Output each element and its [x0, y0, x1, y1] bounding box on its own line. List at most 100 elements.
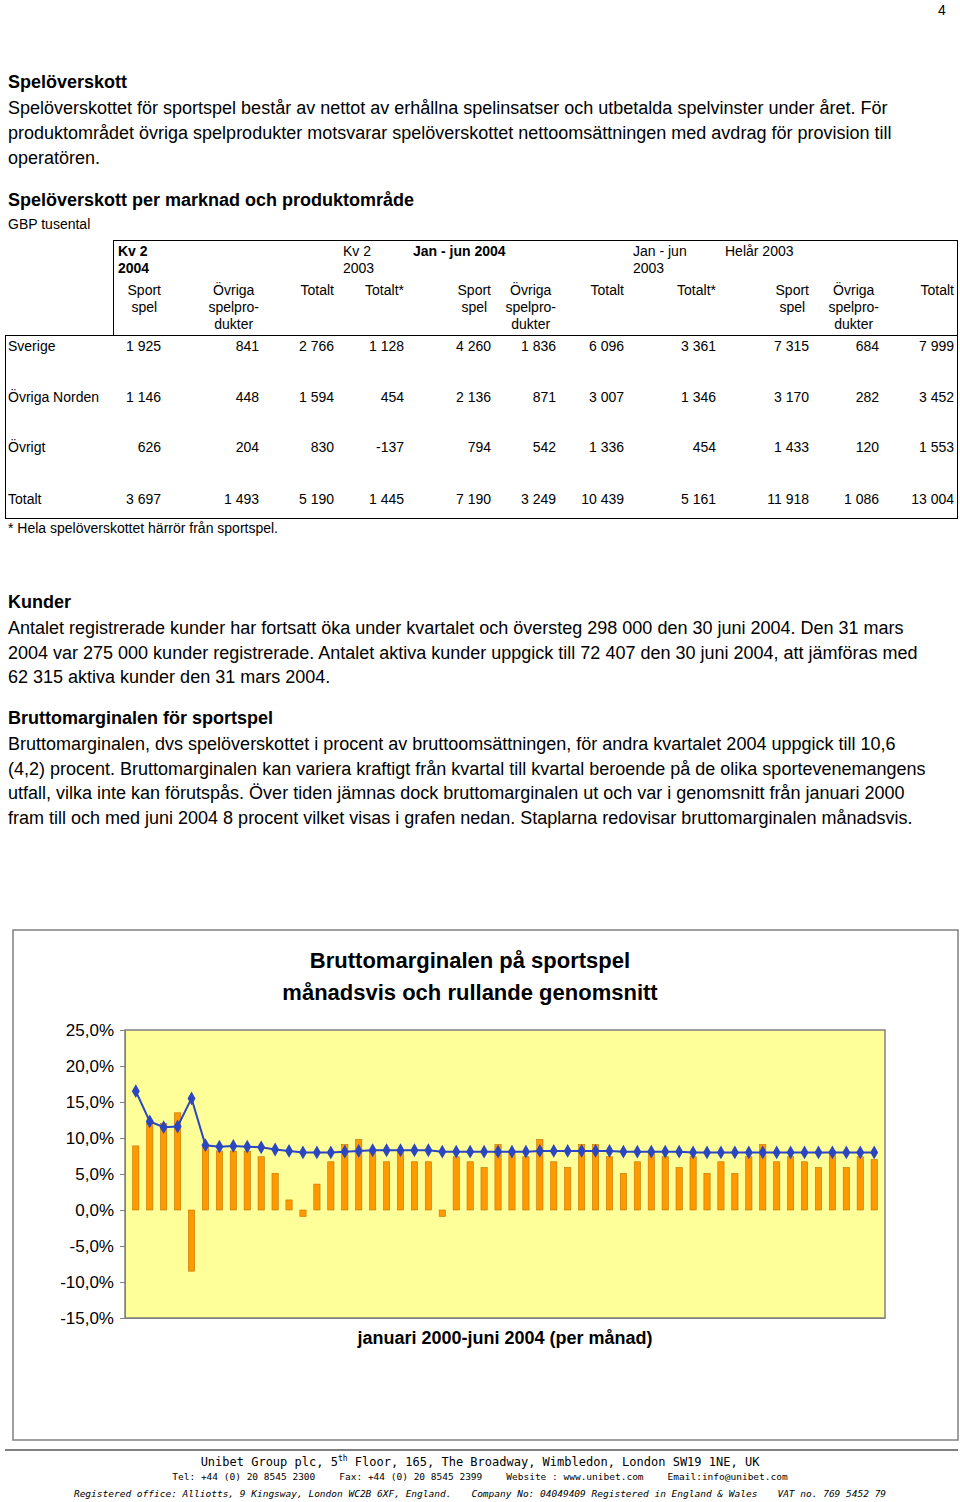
heading: Kunder — [8, 592, 71, 613]
y-axis-line — [120, 1031, 126, 1319]
bar — [676, 1168, 682, 1210]
row-label: Totalt — [8, 491, 41, 507]
footer-text: Fax: +44 (0) 20 8545 2399 — [339, 1471, 482, 1482]
marker — [355, 1144, 363, 1158]
row-label: Övriga Norden — [8, 389, 99, 405]
bar — [133, 1146, 139, 1210]
table-cell: 7 999 — [919, 338, 954, 354]
bar — [801, 1162, 807, 1210]
marker — [201, 1138, 209, 1152]
chart-title-line: månadsvis och rullande genomsnitt — [282, 980, 658, 1005]
footer-contact: Tel: +44 (0) 20 8545 2300Fax: +44 (0) 20… — [0, 1471, 960, 1482]
table-cell: 871 — [533, 389, 556, 405]
marker — [424, 1143, 432, 1157]
bar — [495, 1144, 501, 1210]
marker — [842, 1145, 850, 1159]
y-tick-mark — [120, 1066, 125, 1067]
marker — [146, 1115, 154, 1129]
marker — [494, 1145, 502, 1159]
marker — [801, 1145, 809, 1159]
bar — [161, 1124, 167, 1210]
table-cell: 10 439 — [581, 491, 624, 507]
bar — [425, 1162, 431, 1210]
y-tick: -5,0% — [70, 1237, 125, 1256]
bar — [774, 1162, 780, 1210]
bar — [843, 1168, 849, 1210]
column-header: Övriga spelpro- dukter — [828, 282, 879, 333]
bar — [648, 1151, 654, 1210]
marker — [160, 1120, 168, 1134]
marker — [745, 1145, 753, 1159]
y-tick: 10,0% — [66, 1129, 125, 1148]
bar — [537, 1139, 543, 1210]
marker — [271, 1143, 279, 1157]
marker — [466, 1145, 474, 1159]
marker — [341, 1145, 349, 1159]
marker — [313, 1145, 321, 1159]
table-cell: -137 — [376, 439, 404, 455]
bar — [704, 1173, 710, 1210]
footer-text: Email:info@unibet.com — [668, 1471, 788, 1482]
bar — [328, 1162, 334, 1210]
column-header: Sport spel — [458, 282, 491, 316]
table-title: Spelöverskott per marknad och produktomr… — [8, 190, 414, 211]
bar — [202, 1144, 208, 1210]
marker — [606, 1144, 614, 1158]
bar — [216, 1151, 222, 1210]
bar — [578, 1144, 584, 1210]
table-cell: 4 260 — [456, 338, 491, 354]
table-cell: 1 128 — [369, 338, 404, 354]
footer-text: Unibet Group plc, 5 — [201, 1455, 338, 1469]
y-tick: 15,0% — [66, 1093, 125, 1112]
table-cell: 841 — [236, 338, 259, 354]
table-cell: 1 493 — [224, 491, 259, 507]
table-unit: GBP tusental — [8, 216, 90, 232]
bar — [342, 1144, 348, 1210]
marker — [759, 1145, 767, 1159]
column-group: Helår 2003 — [725, 243, 794, 260]
marker — [508, 1145, 516, 1159]
column-header: Totalt — [591, 282, 624, 299]
table-cell: 3 007 — [589, 389, 624, 405]
column-header: Totalt — [921, 282, 954, 299]
bar — [732, 1173, 738, 1210]
plot-area — [125, 1030, 885, 1318]
bar — [397, 1151, 403, 1210]
heading: Spelöverskott — [8, 72, 127, 93]
table-cell: 2 766 — [299, 338, 334, 354]
y-tick-label: -5,0% — [70, 1237, 114, 1256]
bar — [314, 1184, 320, 1210]
y-tick: 5,0% — [75, 1165, 125, 1184]
marker — [564, 1144, 572, 1158]
marker — [397, 1143, 405, 1157]
marker — [619, 1145, 627, 1159]
marker — [480, 1145, 488, 1159]
bar — [300, 1210, 306, 1216]
marker — [828, 1145, 836, 1159]
y-tick-label: 20,0% — [66, 1057, 114, 1076]
column-group: Jan - jun 2004 — [413, 243, 506, 260]
bar — [174, 1113, 180, 1210]
marker — [731, 1145, 739, 1159]
table-cell: 454 — [381, 389, 404, 405]
table-cell: 3 170 — [774, 389, 809, 405]
y-tick-label: 5,0% — [75, 1165, 114, 1184]
bar — [690, 1157, 696, 1210]
table-cell: 3 361 — [681, 338, 716, 354]
marker — [870, 1145, 878, 1159]
bar — [272, 1173, 278, 1210]
bar — [411, 1162, 417, 1210]
bar — [760, 1144, 766, 1210]
marker — [536, 1144, 544, 1158]
footer-rule — [5, 1450, 958, 1451]
y-tick-mark — [120, 1174, 125, 1175]
y-tick: 20,0% — [66, 1057, 125, 1076]
y-tick-mark — [120, 1102, 125, 1103]
footer-text: Floor, 165, The Broadway, Wimbledon, Lon… — [348, 1455, 760, 1469]
y-tick-mark — [120, 1030, 125, 1031]
column-group: Kv 2 2003 — [343, 243, 374, 277]
bar — [258, 1157, 264, 1210]
table-cell: 1 146 — [126, 389, 161, 405]
bar — [244, 1151, 250, 1210]
row-label: Sverige — [8, 338, 55, 354]
